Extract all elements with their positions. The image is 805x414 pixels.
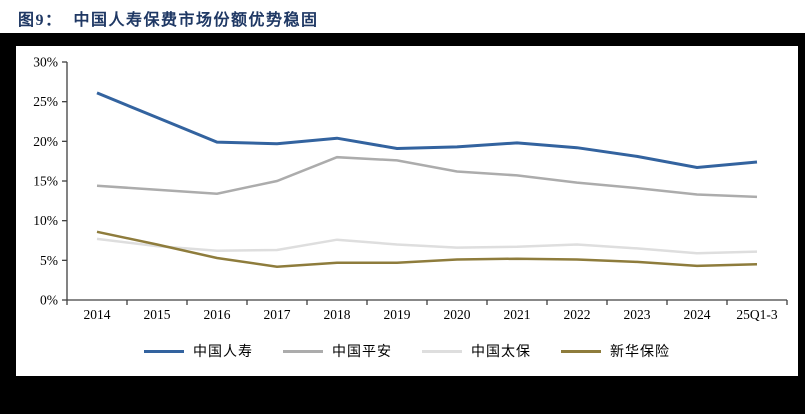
x-axis-label: 2014 bbox=[84, 307, 111, 322]
series-line-1 bbox=[96, 91, 758, 170]
series-line-4 bbox=[96, 230, 758, 268]
y-axis-label: 0% bbox=[40, 293, 58, 308]
legend-line-swatch bbox=[422, 349, 462, 353]
y-axis-label: 10% bbox=[33, 213, 58, 228]
legend-label: 新华保险 bbox=[610, 345, 670, 360]
x-axis-label: 2015 bbox=[144, 307, 171, 322]
legend-item: 新华保险 bbox=[561, 341, 670, 361]
series-line-2 bbox=[96, 155, 758, 199]
x-axis-label: 2017 bbox=[264, 307, 291, 322]
x-axis-label: 25Q1-3 bbox=[736, 307, 777, 322]
x-axis-label: 2022 bbox=[564, 307, 591, 322]
x-axis-label: 2020 bbox=[444, 307, 471, 322]
legend-line-swatch bbox=[561, 349, 601, 353]
legend-line-swatch bbox=[144, 349, 184, 353]
chart-legend: 中国人寿 中国平安 中国太保 新华保险 bbox=[16, 341, 798, 361]
x-axis-label: 2023 bbox=[624, 307, 651, 322]
y-axis-label: 25% bbox=[33, 94, 58, 109]
x-axis-label: 2021 bbox=[504, 307, 531, 322]
y-axis-label: 5% bbox=[40, 253, 58, 268]
line-chart-svg: 0% 5% 10% 15% 20% 25% 30% 2014 2015 2016 2017 2018 2… bbox=[33, 55, 788, 322]
x-axis-label: 2016 bbox=[204, 307, 231, 322]
x-axis-label: 2024 bbox=[684, 307, 711, 322]
x-axis-label: 2019 bbox=[384, 307, 411, 322]
legend-item: 中国平安 bbox=[283, 341, 392, 361]
legend-label: 中国平安 bbox=[332, 345, 392, 360]
chart-title: 图9： 中国人寿保费市场份额优势稳固 bbox=[18, 12, 319, 29]
y-axis-label: 15% bbox=[33, 174, 58, 189]
legend-item: 中国人寿 bbox=[144, 341, 253, 361]
title-bar: 图9： 中国人寿保费市场份额优势稳固 bbox=[0, 0, 805, 33]
legend-item: 中国太保 bbox=[422, 341, 531, 361]
y-axis-label: 20% bbox=[33, 134, 58, 149]
x-axis-label: 2018 bbox=[324, 307, 351, 322]
series-line-3 bbox=[96, 237, 758, 255]
legend-label: 中国人寿 bbox=[193, 345, 253, 360]
chart-panel: 0% 5% 10% 15% 20% 25% 30% 2014 2015 2016 2017 2018 2… bbox=[16, 46, 798, 376]
y-axis-label: 30% bbox=[33, 55, 58, 70]
legend-label: 中国太保 bbox=[471, 345, 531, 360]
legend-line-swatch bbox=[283, 349, 323, 353]
